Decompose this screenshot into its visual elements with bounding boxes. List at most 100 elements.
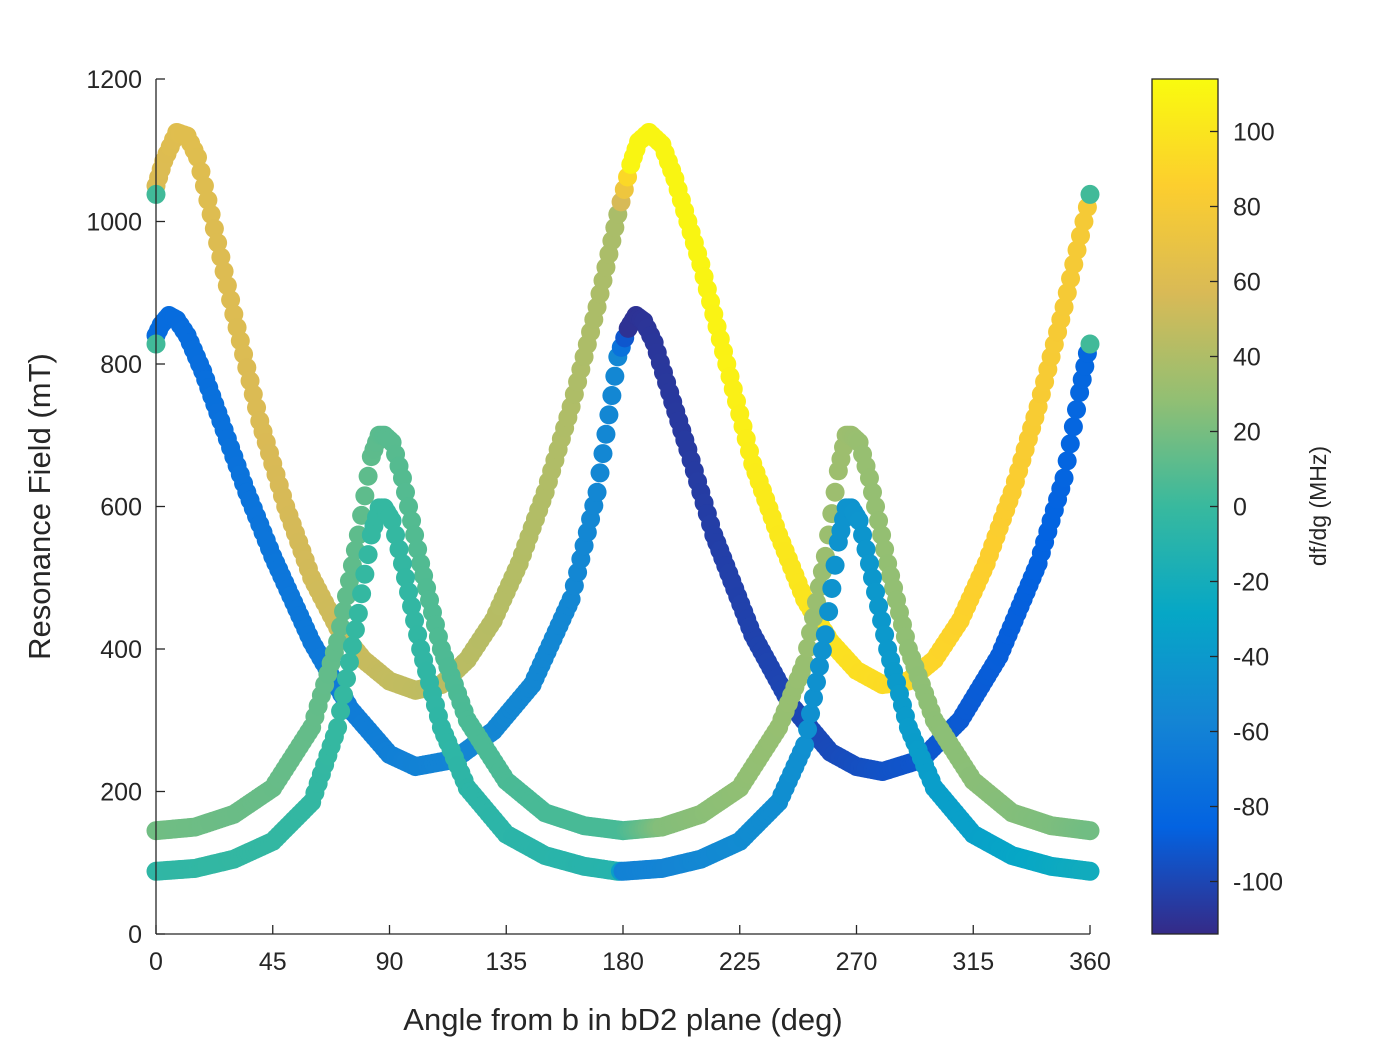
y-axis-label: Resonance Field (mT) — [22, 353, 57, 660]
data-point — [825, 555, 845, 575]
data-point — [395, 482, 415, 502]
data-point — [806, 672, 826, 692]
data-point — [809, 656, 829, 676]
plot-area — [146, 122, 1100, 881]
data-point — [866, 582, 886, 602]
data-point — [399, 582, 419, 602]
data-point — [596, 424, 616, 444]
data-point — [198, 190, 218, 210]
data-point — [853, 525, 873, 545]
data-point — [1080, 184, 1100, 204]
data-point — [358, 545, 378, 565]
colorbar-tick-label: -60 — [1233, 719, 1269, 747]
data-point — [1057, 451, 1077, 471]
data-point — [328, 632, 348, 652]
data-point — [875, 625, 895, 645]
y-tick-label: 400 — [100, 636, 142, 664]
data-point — [392, 554, 412, 573]
data-point — [1074, 212, 1094, 231]
data-point — [822, 578, 842, 598]
data-point — [798, 638, 818, 658]
data-point — [214, 261, 234, 281]
data-point — [337, 586, 357, 606]
data-point — [1063, 417, 1083, 437]
data-point — [352, 584, 372, 604]
data-point — [386, 525, 406, 545]
x-tick-label: 270 — [836, 948, 878, 976]
data-point — [334, 685, 354, 705]
data-point — [331, 617, 351, 637]
x-tick-label: 360 — [1069, 948, 1111, 976]
data-point — [593, 444, 613, 464]
colorbar-tick-label: 0 — [1233, 494, 1247, 522]
data-point — [355, 564, 375, 584]
colorbar-label: df/dg (MHz) — [1305, 446, 1331, 566]
data-point — [392, 468, 412, 488]
data-point — [859, 554, 879, 573]
colorbar: -100 -80 -60 -40 -20 0 20 40 60 80 100 df/dg (MHz) — [1151, 78, 1331, 935]
colorbar-tick-label: 80 — [1233, 194, 1261, 222]
data-point — [1067, 240, 1087, 260]
data-point — [801, 704, 821, 724]
data-point — [804, 607, 824, 627]
colorbar-tick-label: 100 — [1233, 119, 1275, 147]
y-tick-label: 800 — [100, 351, 142, 379]
y-tick-label: 200 — [100, 779, 142, 807]
data-point — [849, 511, 869, 531]
data-point — [1054, 468, 1074, 488]
data-point — [1070, 226, 1090, 246]
x-tick-label: 315 — [952, 948, 994, 976]
data-point — [1080, 821, 1100, 841]
data-point — [1061, 269, 1081, 288]
data-point — [605, 366, 625, 386]
data-point — [1054, 297, 1074, 317]
series-2 — [146, 306, 1097, 782]
data-point — [869, 596, 889, 616]
data-point — [208, 233, 228, 253]
data-point — [862, 568, 882, 588]
colorbar-tick-label: -80 — [1233, 794, 1269, 822]
colorbar-tick-label: -20 — [1233, 569, 1269, 597]
data-point — [201, 204, 221, 224]
x-tick-label: 180 — [602, 948, 644, 976]
data-point — [408, 625, 428, 645]
x-tick-label: 0 — [149, 948, 163, 976]
data-point — [395, 568, 415, 588]
data-point — [875, 539, 895, 559]
data-point — [856, 539, 876, 559]
x-tick-label: 225 — [719, 948, 761, 976]
data-point — [334, 601, 354, 621]
data-point — [1064, 254, 1084, 274]
data-point — [355, 486, 375, 506]
data-point — [339, 571, 359, 591]
axes: 0 45 90 135 180 225 270 315 360 0 200 400 600 800 1000… — [22, 66, 1111, 1037]
x-tick-label: 135 — [485, 948, 527, 976]
data-point — [812, 641, 832, 661]
data-point — [405, 611, 425, 630]
data-point — [825, 482, 845, 502]
data-point — [402, 511, 422, 531]
colorbar-gradient — [1151, 78, 1219, 935]
data-point — [358, 466, 378, 486]
colorbar-tick-label: 20 — [1233, 419, 1261, 447]
y-tick-label: 600 — [100, 494, 142, 522]
data-point — [399, 497, 419, 516]
data-point — [402, 596, 422, 616]
data-point — [1067, 400, 1087, 420]
x-tick-label: 45 — [259, 948, 287, 976]
colorbar-tick-label: 60 — [1233, 269, 1261, 297]
data-point — [602, 386, 622, 406]
data-point — [221, 290, 241, 310]
data-point — [872, 525, 892, 545]
data-point — [194, 176, 214, 196]
y-tick-label: 0 — [128, 921, 142, 949]
data-point — [804, 688, 824, 708]
data-point — [345, 620, 365, 640]
series-4 — [146, 498, 1100, 881]
data-point — [599, 405, 619, 425]
data-point — [859, 468, 879, 488]
data-point — [405, 525, 425, 545]
data-point — [815, 625, 835, 645]
data-point — [217, 276, 237, 296]
